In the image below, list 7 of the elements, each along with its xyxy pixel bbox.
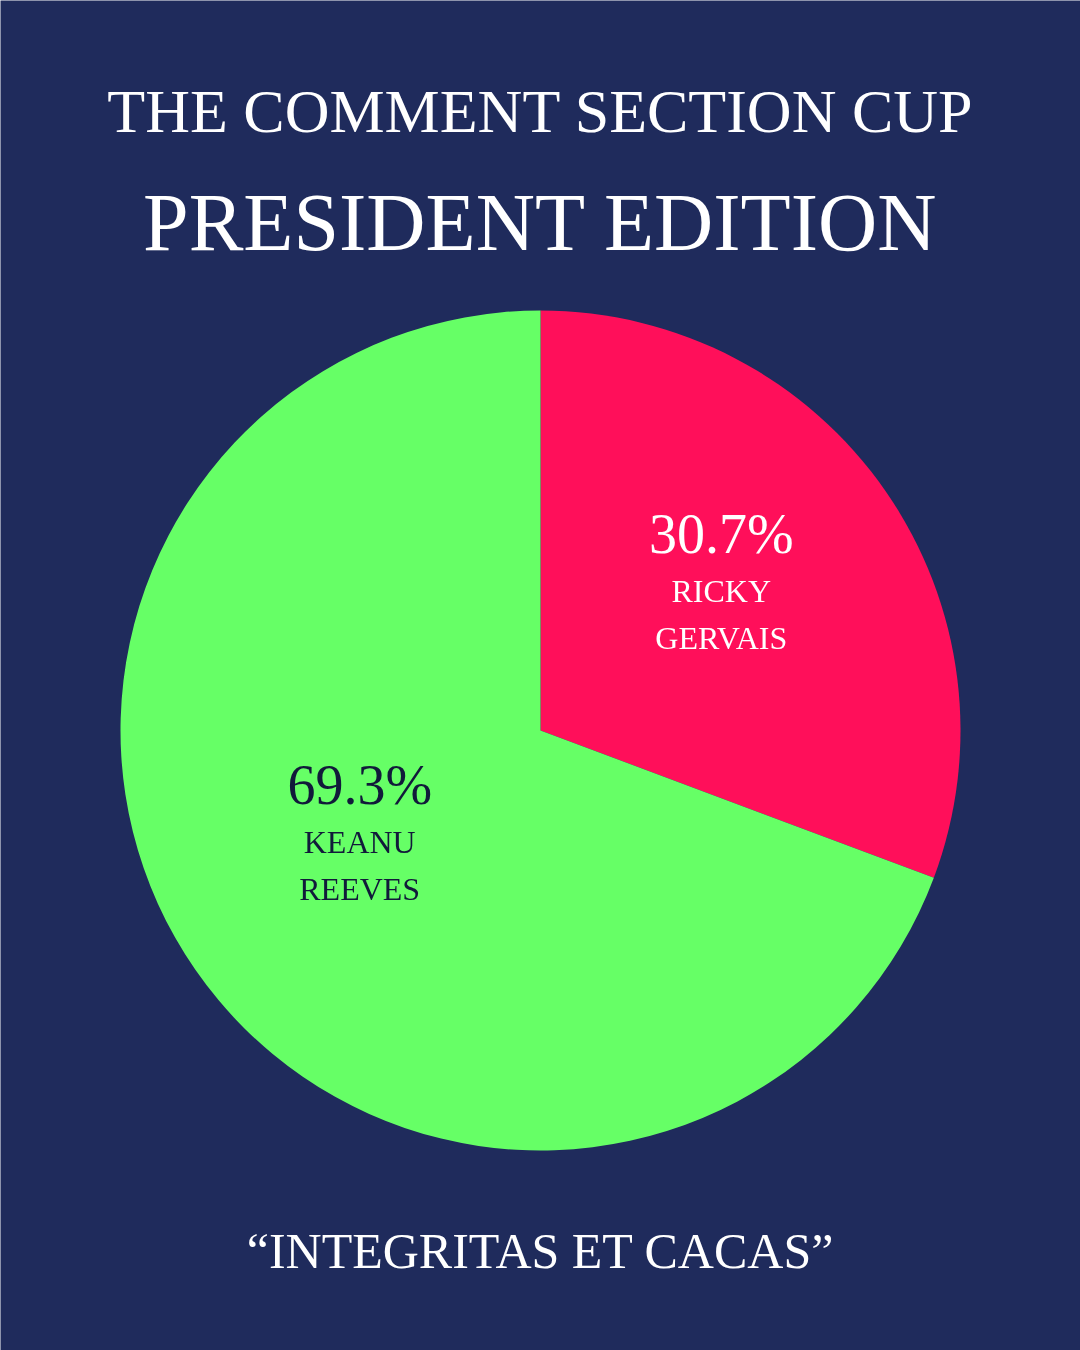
chart-subtitle: PRESIDENT EDITION bbox=[143, 177, 937, 268]
data-label: 30.7% bbox=[648, 503, 794, 566]
text: “INTEGRITAS ET CACAS” bbox=[246, 1222, 834, 1279]
slice-label: RICKY GERVAIS bbox=[655, 573, 788, 656]
slice-label: KEANU REEVES bbox=[299, 823, 421, 907]
data-label: 69.3% bbox=[287, 753, 433, 816]
chart-title: THE COMMENT SECTION CUP bbox=[107, 76, 973, 145]
